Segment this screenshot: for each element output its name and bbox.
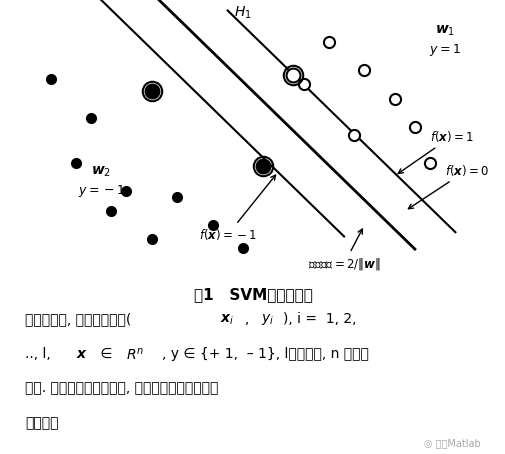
Text: 维数. 在线性可分的情况下, 将两类样本完全分开的: 维数. 在线性可分的情况下, 将两类样本完全分开的 (25, 381, 218, 395)
Text: 超平面为: 超平面为 (25, 416, 59, 430)
Text: , y ∈ {+ 1,  – 1}, l为样本数, n 为输入: , y ∈ {+ 1, – 1}, l为样本数, n 为输入 (162, 347, 368, 361)
Text: $\boldsymbol{x}_i$: $\boldsymbol{x}_i$ (220, 312, 234, 327)
Text: 图1   SVM二分类问题: 图1 SVM二分类问题 (193, 287, 312, 302)
Text: 分类间隔$=2/\|\boldsymbol{w}\|$: 分类间隔$=2/\|\boldsymbol{w}\|$ (307, 229, 380, 272)
Text: $H$: $H$ (161, 0, 173, 2)
Text: ◎ 天天Matlab: ◎ 天天Matlab (423, 439, 480, 449)
Text: $f(\boldsymbol{x})=-1$: $f(\boldsymbol{x})=-1$ (198, 175, 275, 242)
Text: $y_i$: $y_i$ (260, 312, 273, 327)
Text: $\boldsymbol{x}$: $\boldsymbol{x}$ (76, 347, 87, 361)
Text: $f(\boldsymbol{x})=1$: $f(\boldsymbol{x})=1$ (397, 129, 473, 173)
Text: $\boldsymbol{w}_1$: $\boldsymbol{w}_1$ (434, 24, 454, 38)
Text: $f(\boldsymbol{x})=0$: $f(\boldsymbol{x})=0$ (408, 163, 488, 209)
Text: ∈: ∈ (96, 347, 117, 361)
Text: $H_1$: $H_1$ (234, 5, 251, 21)
Text: 不失一般性, 设训练样本为(: 不失一般性, 设训练样本为( (25, 312, 131, 326)
Text: $y=-1$: $y=-1$ (77, 183, 125, 199)
Text: $\boldsymbol{w}_2$: $\boldsymbol{w}_2$ (91, 164, 111, 179)
Text: ,: , (245, 312, 254, 326)
Text: ), i =  1, 2,: ), i = 1, 2, (283, 312, 356, 326)
Text: $y=1$: $y=1$ (429, 43, 460, 59)
Text: $R^n$: $R^n$ (126, 347, 144, 363)
Text: .., l,: .., l, (25, 347, 60, 361)
